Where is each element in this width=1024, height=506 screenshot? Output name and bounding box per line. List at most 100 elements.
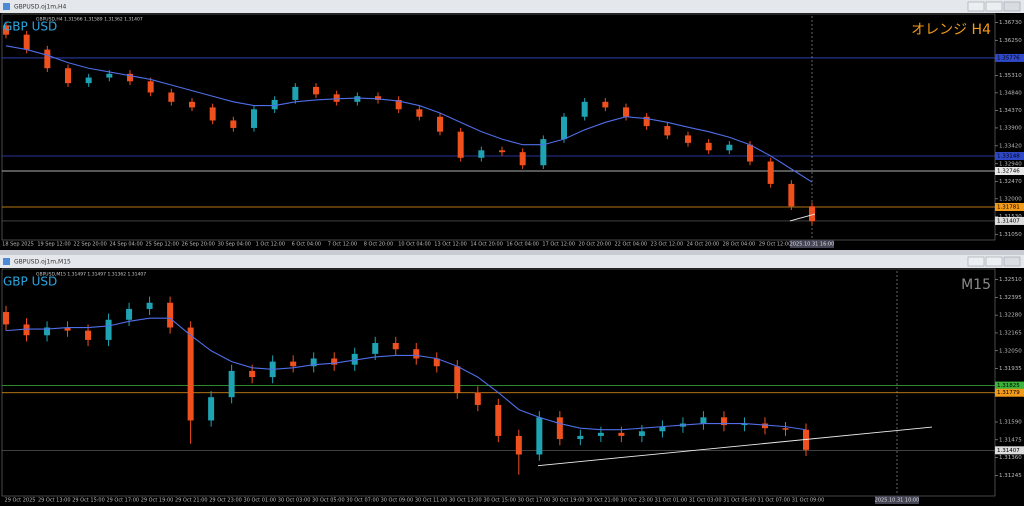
window-button[interactable] — [967, 256, 985, 267]
x-tick-label: 29 Oct 2025 — [5, 498, 36, 504]
y-tick-label: 1.35310 — [999, 73, 1022, 79]
y-tick-label: 1.36250 — [999, 38, 1022, 44]
x-tick-label: 25 Sep 12:00 — [146, 242, 179, 248]
x-tick-label: 24 Oct 20:00 — [687, 242, 720, 248]
x-tick-label: 10 Oct 04:00 — [398, 242, 431, 248]
x-tick-label: 23 Oct 12:00 — [651, 242, 684, 248]
x-tick-label: 30 Oct 11:00 — [415, 498, 448, 504]
candle-body — [105, 319, 112, 340]
candle-body — [474, 392, 481, 405]
window-button[interactable] — [985, 1, 1003, 12]
info-text: GBPUSD,H4 1.31566 1.31589 1.31362 1.3140… — [36, 17, 143, 23]
candle-body — [23, 34, 30, 50]
candle-body — [413, 349, 420, 359]
candle-body — [705, 142, 712, 151]
y-tick-label: 1.32165 — [999, 330, 1022, 336]
candle-body — [106, 73, 113, 78]
x-tick-label: 29 Oct 23:00 — [209, 498, 242, 504]
chart-title: GBP USD — [3, 20, 57, 34]
price-tag — [995, 202, 1024, 211]
last-price-tag — [995, 446, 1024, 455]
y-tick-label: 1.31475 — [999, 437, 1022, 443]
x-tick-label: 30 Oct 21:00 — [586, 498, 619, 504]
candle-body — [351, 353, 358, 365]
x-tick-label: 29 Oct 15:00 — [72, 498, 105, 504]
info-text: GBPUSD,M15 1.31497 1.31497 1.31362 1.314… — [36, 272, 146, 278]
price-tag-label: 1.31781 — [997, 204, 1020, 210]
price-tag — [995, 388, 1024, 397]
moving-average — [5, 45, 813, 183]
price-tag-label: 1.32746 — [997, 168, 1020, 174]
candle-body — [126, 308, 133, 320]
x-tick-label: 14 Oct 20:00 — [470, 242, 503, 248]
price-tag-label: 1.31825 — [997, 383, 1020, 389]
window-title: GBPUSD.oj1m,M15 — [14, 259, 71, 266]
x-tick-label: 31 Oct 03:00 — [689, 498, 722, 504]
candle-body — [416, 109, 423, 117]
candle-body — [577, 435, 584, 440]
cursor-label: 2025.10.31 10:00 — [875, 498, 920, 504]
candle-body — [457, 131, 464, 158]
x-tick-label: 6 Oct 04:00 — [292, 242, 321, 248]
y-tick-label: 1.36730 — [999, 20, 1022, 26]
candle-body — [623, 107, 629, 117]
candle-body — [189, 101, 195, 108]
candle-body — [147, 81, 154, 93]
x-tick-label: 19 Sep 12:00 — [37, 242, 70, 248]
candle-body — [310, 358, 317, 367]
candle-body — [271, 99, 278, 110]
candle-body — [3, 312, 9, 325]
y-tick-label: 1.34840 — [999, 90, 1022, 96]
moving-average — [5, 317, 807, 431]
candle-body — [85, 330, 92, 340]
price-tag-label: 1.35776 — [997, 55, 1020, 61]
candle-body — [536, 417, 543, 455]
candle-body — [495, 404, 502, 436]
x-tick-label: 30 Oct 15:00 — [483, 498, 516, 504]
candle-body — [767, 161, 774, 184]
y-tick-label: 1.34370 — [999, 108, 1022, 114]
window-button[interactable] — [967, 1, 985, 12]
x-tick-label: 8 Oct 20:00 — [364, 242, 393, 248]
candle-body — [761, 423, 768, 429]
candle-body — [146, 302, 153, 309]
candle-body — [433, 358, 440, 367]
price-tag — [995, 53, 1024, 62]
candle-body — [65, 68, 71, 84]
y-tick-label: 1.31935 — [999, 366, 1022, 372]
x-tick-label: 1 Oct 12:00 — [256, 242, 285, 248]
window-button[interactable] — [985, 256, 1003, 267]
x-tick-label: 22 Oct 04:00 — [615, 242, 648, 248]
trendline — [537, 426, 933, 467]
window-button[interactable] — [1003, 256, 1021, 267]
y-tick-label: 1.32940 — [999, 161, 1022, 167]
candle-body — [331, 358, 338, 365]
candle-body — [782, 428, 789, 430]
x-tick-label: 30 Oct 03:00 — [278, 498, 311, 504]
candle-body — [664, 126, 671, 136]
y-tick-label: 1.32395 — [999, 295, 1022, 301]
x-tick-label: 31 Oct 07:00 — [757, 498, 790, 504]
candle-body — [292, 86, 299, 100]
candle-body — [23, 324, 30, 336]
x-tick-label: 29 Oct 13:00 — [38, 498, 71, 504]
candle-body — [44, 327, 51, 336]
last-price-label: 1.31407 — [997, 218, 1020, 224]
candle-body — [809, 206, 815, 222]
x-tick-label: 30 Oct 09:00 — [381, 498, 414, 504]
candle-body — [209, 107, 216, 121]
x-tick-label: 16 Oct 04:00 — [506, 242, 539, 248]
window-button[interactable] — [1003, 1, 1021, 12]
last-price-tag — [995, 216, 1024, 225]
x-tick-label: 18 Sep 2025 — [2, 242, 34, 248]
y-tick-label: 1.31050 — [999, 232, 1022, 238]
y-tick-label: 1.32470 — [999, 179, 1022, 185]
title-bar — [0, 255, 1024, 268]
x-tick-label: 29 Oct 12:00 — [759, 242, 792, 248]
candle-body — [168, 92, 175, 102]
trendline — [789, 213, 816, 222]
candle-body — [519, 152, 526, 166]
x-tick-label: 30 Oct 23:00 — [620, 498, 653, 504]
candle-body — [333, 94, 340, 102]
cursor-label: 2025.10.31 16:00 — [790, 242, 835, 248]
